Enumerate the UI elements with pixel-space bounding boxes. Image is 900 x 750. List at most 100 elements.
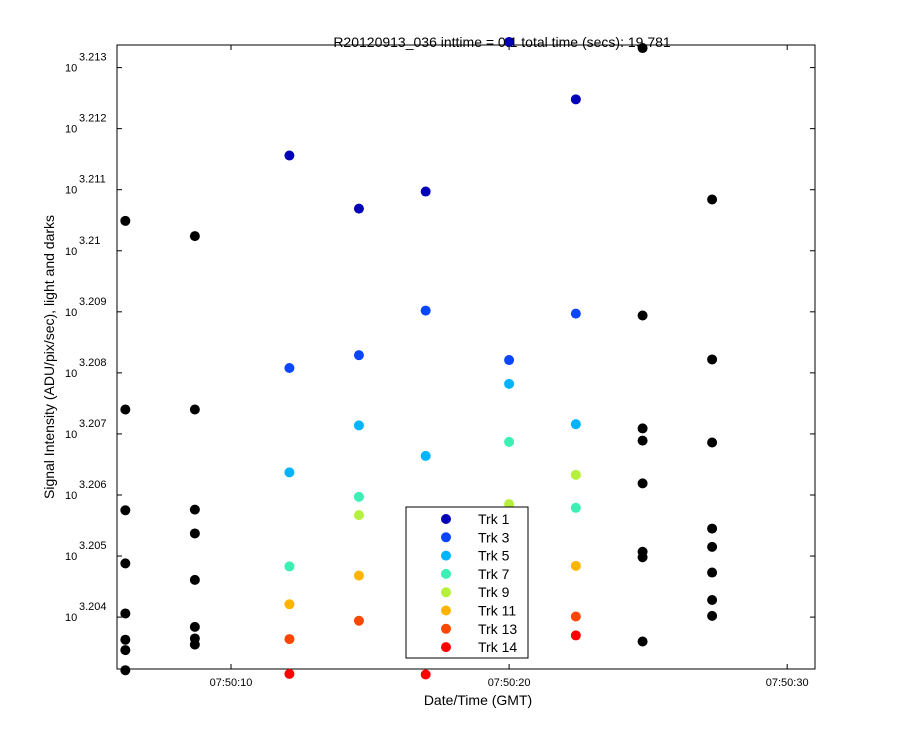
data-point: [284, 599, 295, 610]
data-point: [120, 215, 131, 226]
data-point: [420, 450, 431, 461]
data-point: [570, 469, 581, 480]
data-point: [570, 308, 581, 319]
y-tick-base: 10: [65, 490, 77, 502]
data-point: [570, 502, 581, 513]
y-tick-base: 10: [65, 307, 77, 319]
data-point: [420, 305, 431, 316]
data-point: [420, 186, 431, 197]
y-tick-exponent: 3.208: [79, 357, 107, 369]
data-point: [189, 621, 200, 632]
data-point: [189, 404, 200, 415]
data-point: [353, 420, 364, 431]
chart-title: R20120913_036 inttime = 0.1 total time (…: [333, 34, 671, 50]
legend-marker: [441, 550, 451, 561]
data-point: [189, 639, 200, 650]
y-tick-exponent: 3.211: [79, 174, 106, 186]
legend-label: Trk 3: [478, 529, 510, 545]
legend: Trk 1 Trk 3 Trk 5 Trk 7 Trk 9 Trk 11 Trk 13 Trk…: [405, 506, 529, 659]
x-tick-label: 07:50:10: [210, 677, 253, 689]
data-point: [189, 231, 200, 242]
data-point: [637, 435, 648, 446]
y-tick-base: 10: [65, 185, 77, 197]
legend-label: Trk 11: [478, 603, 516, 619]
data-point: [353, 570, 364, 581]
legend-box: [405, 506, 529, 659]
data-point: [353, 491, 364, 502]
x-tick-label: 07:50:30: [766, 677, 809, 689]
data-point: [353, 350, 364, 361]
data-point: [637, 43, 648, 54]
y-tick-exponent: 3.205: [79, 540, 107, 552]
y-tick-base: 10: [65, 368, 77, 380]
legend-marker: [441, 532, 451, 543]
data-point: [570, 560, 581, 571]
y-tick-exponent: 3.206: [79, 479, 107, 491]
data-point: [284, 150, 295, 161]
legend-label: Trk 1: [478, 511, 510, 527]
y-tick-exponent: 3.207: [79, 418, 107, 430]
data-point: [420, 669, 431, 680]
data-point: [707, 541, 718, 552]
legend-marker: [441, 642, 451, 653]
data-point: [353, 615, 364, 626]
x-axis-label: Date/Time (GMT): [424, 692, 532, 708]
data-point: [189, 528, 200, 539]
data-point: [284, 467, 295, 478]
data-point: [707, 567, 718, 578]
data-point: [504, 436, 515, 447]
y-tick-base: 10: [65, 246, 77, 258]
data-point: [707, 437, 718, 448]
data-point: [637, 310, 648, 321]
data-point: [504, 378, 515, 389]
data-point: [353, 510, 364, 521]
data-point: [707, 354, 718, 365]
data-point: [284, 561, 295, 572]
data-point: [284, 362, 295, 373]
legend-marker: [441, 568, 451, 579]
data-points: [120, 36, 718, 680]
legend-marker: [441, 605, 451, 616]
data-point: [707, 610, 718, 621]
legend-label: Trk 13: [478, 621, 517, 637]
data-point: [284, 668, 295, 679]
y-tick-exponent: 3.21: [79, 235, 100, 247]
data-point: [707, 194, 718, 205]
data-point: [637, 552, 648, 563]
data-point: [120, 634, 131, 645]
legend-label: Trk 9: [478, 584, 510, 600]
y-axis-ticks: 103.204103.205103.206103.207103.208103.2…: [65, 52, 815, 624]
legend-label: Trk 14: [478, 639, 517, 655]
data-point: [189, 504, 200, 515]
legend-marker: [441, 587, 451, 598]
x-tick-label: 07:50:20: [488, 677, 531, 689]
data-point: [120, 645, 131, 656]
data-point: [504, 355, 515, 366]
data-point: [504, 36, 515, 47]
data-point: [707, 523, 718, 534]
data-point: [284, 634, 295, 645]
data-point: [570, 630, 581, 641]
data-point: [120, 608, 131, 619]
data-point: [637, 636, 648, 647]
y-tick-exponent: 3.204: [79, 601, 107, 613]
data-point: [637, 423, 648, 434]
legend-marker: [441, 623, 451, 634]
data-point: [353, 203, 364, 214]
legend-label: Trk 5: [478, 548, 510, 564]
data-point: [120, 558, 131, 569]
y-tick-base: 10: [65, 551, 77, 563]
y-tick-exponent: 3.212: [79, 113, 107, 125]
data-point: [189, 574, 200, 585]
data-point: [707, 595, 718, 606]
y-tick-base: 10: [65, 63, 77, 75]
data-point: [570, 419, 581, 430]
data-point: [570, 94, 581, 105]
data-point: [570, 611, 581, 622]
legend-marker: [441, 514, 451, 524]
y-tick-base: 10: [65, 124, 77, 136]
legend-label: Trk 7: [478, 566, 510, 582]
y-tick-exponent: 3.213: [79, 52, 107, 64]
data-point: [120, 505, 131, 516]
